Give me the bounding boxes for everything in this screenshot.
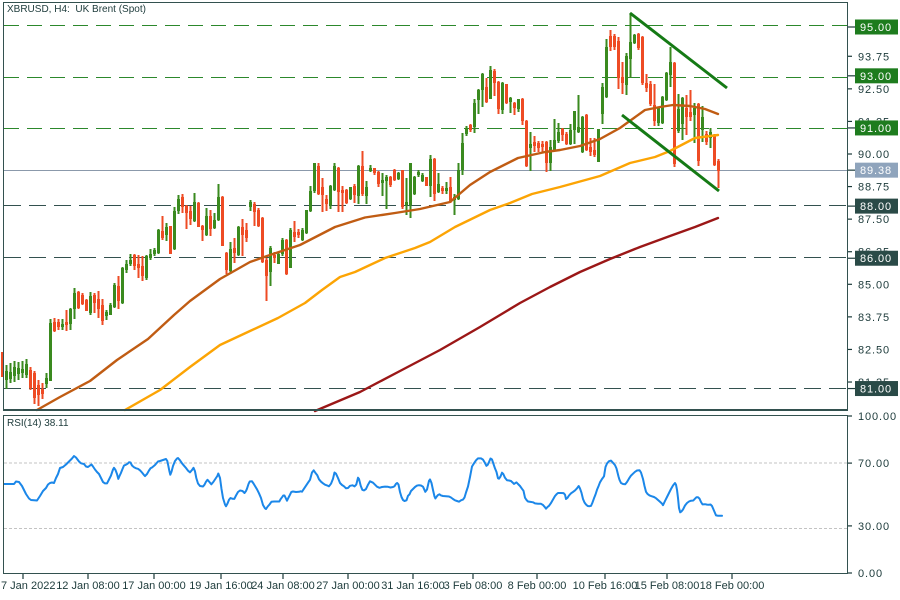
svg-text:85.00: 85.00 xyxy=(858,279,890,291)
svg-text:10 Feb 16:00: 10 Feb 16:00 xyxy=(573,580,638,592)
svg-text:RSI(14) 38.11: RSI(14) 38.11 xyxy=(7,418,69,429)
svg-text:92.50: 92.50 xyxy=(858,84,890,96)
svg-text:15 Feb 08:00: 15 Feb 08:00 xyxy=(635,580,700,592)
svg-text:83.75: 83.75 xyxy=(858,312,890,324)
svg-text:12 Jan 08:00: 12 Jan 08:00 xyxy=(56,580,120,592)
svg-text:19 Jan 16:00: 19 Jan 16:00 xyxy=(189,580,253,592)
svg-text:18 Feb 00:00: 18 Feb 00:00 xyxy=(700,580,765,592)
svg-text:88.00: 88.00 xyxy=(860,201,892,213)
svg-text:91.00: 91.00 xyxy=(860,123,892,135)
svg-text:24 Jan 08:00: 24 Jan 08:00 xyxy=(251,580,315,592)
svg-text:7 Jan 2022: 7 Jan 2022 xyxy=(1,580,55,592)
svg-text:90.00: 90.00 xyxy=(858,149,890,161)
svg-text:8 Feb 00:00: 8 Feb 00:00 xyxy=(508,580,567,592)
svg-text:0.00: 0.00 xyxy=(858,568,883,580)
svg-text:86.00: 86.00 xyxy=(860,253,892,265)
svg-text:3 Feb 08:00: 3 Feb 08:00 xyxy=(444,580,503,592)
svg-text:31 Jan 16:00: 31 Jan 16:00 xyxy=(381,580,445,592)
svg-text:30.00: 30.00 xyxy=(858,521,890,533)
svg-text:70.00: 70.00 xyxy=(858,458,890,470)
svg-text:93.00: 93.00 xyxy=(860,71,892,83)
svg-text:81.00: 81.00 xyxy=(860,384,892,396)
svg-text:82.50: 82.50 xyxy=(858,344,890,356)
svg-text:87.50: 87.50 xyxy=(858,214,890,226)
svg-text:95.00: 95.00 xyxy=(860,22,892,34)
svg-text:XBRUSD, H4: UK Brent (Spot): XBRUSD, H4: UK Brent (Spot) xyxy=(7,4,146,15)
svg-text:100.00: 100.00 xyxy=(858,411,897,423)
svg-text:27 Jan 00:00: 27 Jan 00:00 xyxy=(316,580,380,592)
svg-text:89.38: 89.38 xyxy=(860,165,892,177)
svg-text:88.75: 88.75 xyxy=(858,182,890,194)
svg-text:93.75: 93.75 xyxy=(858,51,890,63)
svg-text:17 Jan 00:00: 17 Jan 00:00 xyxy=(122,580,186,592)
